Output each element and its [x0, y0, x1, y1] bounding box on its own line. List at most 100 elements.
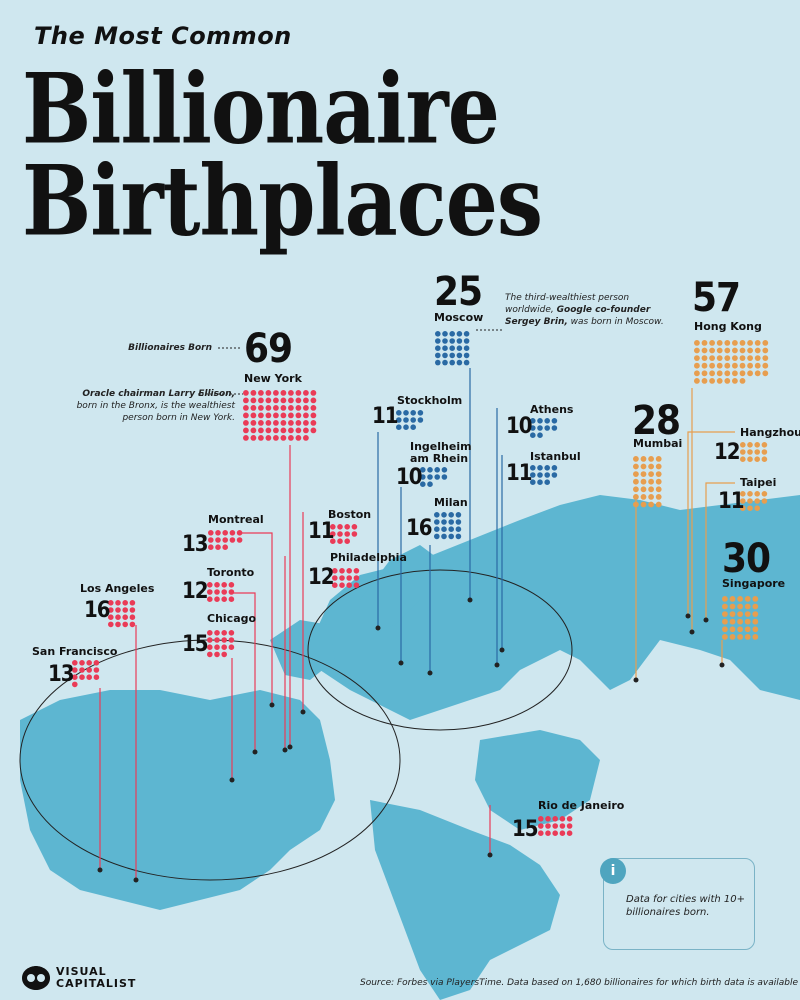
- scandinavia: [360, 545, 440, 630]
- billionaire-dot: [72, 674, 78, 680]
- billionaire-dot: [344, 538, 351, 544]
- headline-line-1: Billionaire: [22, 52, 500, 167]
- billionaire-dot: [337, 524, 343, 530]
- city-count-istanbul: 11: [506, 461, 533, 486]
- billionaire-dot: [243, 412, 249, 419]
- billionaire-dot: [280, 405, 287, 411]
- billionaire-dot: [732, 370, 738, 377]
- billionaire-dot: [214, 651, 220, 658]
- billionaire-dot: [228, 596, 235, 602]
- billionaire-dot: [288, 405, 294, 411]
- billionaire-dot: [332, 568, 338, 574]
- billionaire-dot: [280, 420, 287, 426]
- billionaire-dot: [754, 491, 760, 497]
- billionaire-dot: [295, 405, 302, 411]
- billionaire-dot: [410, 424, 417, 431]
- billionaire-dot: [762, 370, 769, 377]
- info-box: [603, 858, 755, 950]
- billionaire-dot: [273, 427, 279, 434]
- billionaire-dot: [129, 614, 136, 620]
- city-count-boston: 11: [308, 519, 335, 544]
- billionaire-dot: [754, 498, 760, 504]
- billionaire-dot: [339, 568, 345, 574]
- billionaire-dot: [86, 667, 92, 673]
- billionaire-dot: [108, 614, 114, 620]
- billionaire-dot: [648, 478, 654, 485]
- billionaire-dot: [122, 621, 128, 628]
- billionaire-dot: [346, 582, 353, 588]
- billionaire-dot: [740, 505, 746, 512]
- billionaire-dot: [86, 674, 92, 680]
- billionaire-dot: [538, 816, 544, 822]
- billionaire-dot: [434, 467, 441, 473]
- billionaire-dot: [129, 607, 136, 613]
- billionaire-dot: [455, 526, 462, 532]
- billionaire-dot: [552, 830, 558, 836]
- city-count-los-angeles: 16: [84, 598, 111, 623]
- billionaire-dot: [747, 355, 753, 361]
- billionaire-dot: [752, 611, 759, 617]
- legend-label: Billionaires Born: [128, 343, 212, 353]
- billionaire-dot: [762, 362, 769, 369]
- billionaire-dot: [732, 362, 738, 369]
- billionaire-dot: [427, 474, 433, 480]
- billionaire-dot: [744, 626, 751, 633]
- billionaire-dot: [207, 651, 213, 658]
- billionaire-dot: [545, 816, 551, 822]
- billionaire-dot: [633, 456, 639, 462]
- city-name-hong-kong: Hong Kong: [694, 320, 762, 333]
- billionaire-dot: [265, 427, 272, 434]
- billionaire-dot: [434, 533, 440, 540]
- billionaire-dot: [716, 370, 723, 377]
- billionaire-dot: [463, 352, 470, 359]
- city-name-montreal: Montreal: [208, 513, 264, 526]
- billionaire-dot: [441, 519, 447, 525]
- city-name-los-angeles: Los Angeles: [80, 582, 155, 595]
- billionaire-dot: [722, 603, 728, 610]
- billionaire-dot: [724, 340, 731, 346]
- billionaire-dot: [435, 338, 441, 344]
- billionaire-dot: [207, 644, 213, 650]
- city-count-toronto: 12: [182, 579, 209, 604]
- billionaire-dot: [747, 362, 753, 369]
- billionaire-dot: [280, 435, 287, 441]
- billionaire-dot: [441, 467, 448, 473]
- billionaire-dot: [729, 611, 736, 617]
- billionaire-dot: [207, 596, 213, 602]
- billionaire-dot: [214, 644, 220, 650]
- billionaire-dot: [441, 526, 447, 532]
- city-name-toronto: Toronto: [207, 566, 255, 579]
- billionaire-dot: [410, 417, 417, 423]
- billionaire-dot: [265, 412, 272, 419]
- billionaire-dot: [694, 370, 700, 377]
- billionaire-dot: [747, 449, 753, 455]
- billionaire-dot: [288, 412, 294, 419]
- billionaire-dot: [747, 456, 753, 463]
- billionaire-dot: [265, 390, 272, 396]
- billionaire-dot: [701, 355, 708, 361]
- billionaire-dot: [762, 347, 769, 354]
- billionaire-dot: [716, 378, 723, 384]
- billionaire-dot: [353, 568, 360, 574]
- billionaire-dot: [207, 582, 213, 588]
- billionaire-dot: [207, 630, 213, 636]
- billionaire-dot: [463, 359, 470, 366]
- billionaire-dot: [747, 370, 753, 377]
- billionaire-dot: [435, 359, 441, 366]
- billionaire-dot: [258, 420, 264, 426]
- billionaire-dot: [215, 544, 221, 550]
- billionaire-dot: [295, 397, 302, 404]
- billionaire-dot: [339, 582, 345, 588]
- billionaire-dot: [709, 370, 715, 377]
- city-count-athens: 10: [506, 414, 533, 439]
- billionaire-dot: [310, 390, 317, 396]
- billionaire-dot: [403, 410, 409, 416]
- africa-landmass: [475, 730, 600, 830]
- billionaire-dot: [228, 582, 235, 588]
- billionaire-dot: [551, 465, 558, 471]
- billionaire-dot: [221, 630, 227, 636]
- billionaire-dot: [86, 660, 92, 666]
- billionaire-dot: [258, 435, 264, 441]
- billionaire-dot: [633, 478, 639, 485]
